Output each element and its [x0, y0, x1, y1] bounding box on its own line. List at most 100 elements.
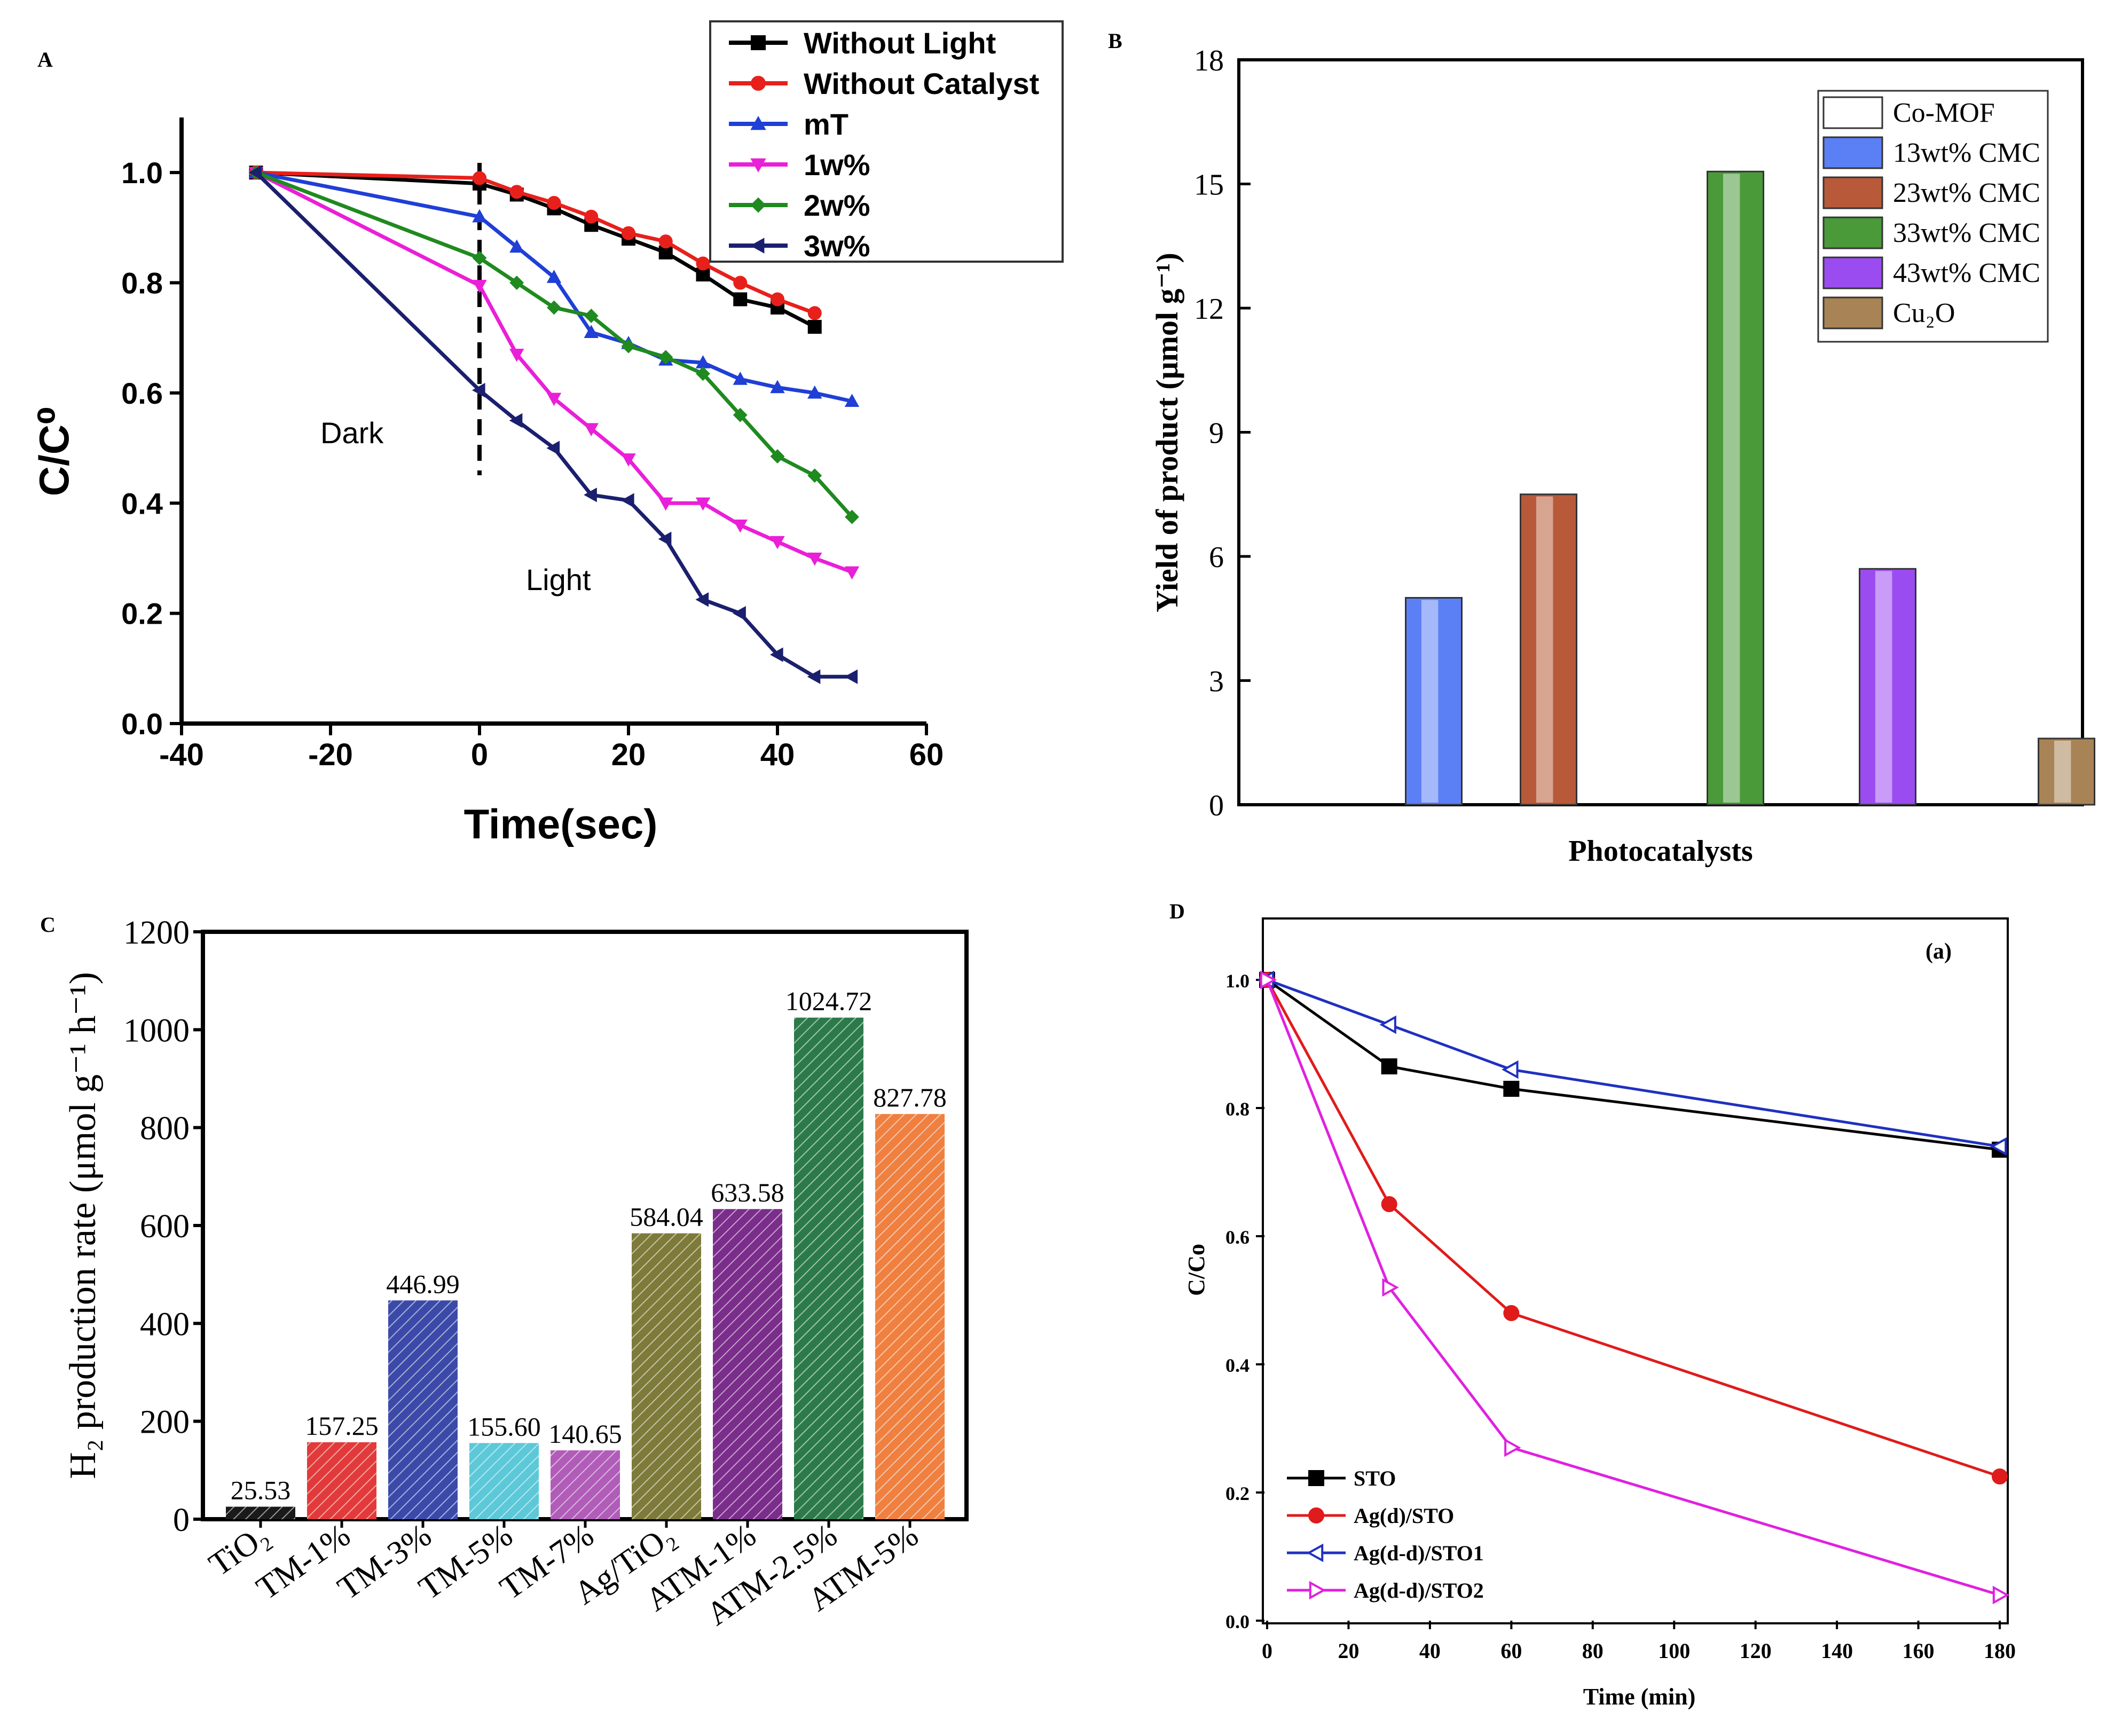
chart-c-y-tick-label: 200 — [140, 1404, 190, 1441]
chart-d-legend: STO Ag(d)/STO Ag(d-d)/STO1 Ag(d-d)/STO2 — [1287, 1466, 1484, 1603]
chart-d-y-tick-label: 1.0 — [1225, 970, 1250, 992]
chart-b-legend-swatch — [1822, 296, 1883, 329]
chart-c-data-label: 1024.72 — [785, 986, 873, 1016]
chart-a: -40 -20 0 20 40 60 0.0 0.2 0.4 0.6 0.8 1.0 Dark Lig… — [30, 20, 1064, 847]
chart-d-x-tick-label: 180 — [1984, 1639, 2016, 1663]
chart-d-y-tick-label: 0.0 — [1225, 1611, 1250, 1632]
chart-a-point — [473, 171, 486, 185]
chart-d-xlabel: Time (min) — [1583, 1684, 1696, 1710]
chart-a-x-tick-label: -20 — [308, 737, 353, 772]
chart-a-point — [733, 372, 748, 385]
chart-a-legend: Without Light Without Catalyst mT 1w% 2w% 3w% — [709, 20, 1064, 263]
chart-d-y-tick-label: 0.6 — [1225, 1227, 1250, 1248]
chart-a-point — [509, 185, 524, 199]
chart-c-y-tick-label: 400 — [140, 1306, 190, 1342]
chart-a-point — [807, 552, 822, 566]
chart-d-line-1 — [1266, 979, 2000, 1478]
panel-label-c: C — [40, 913, 56, 937]
chart-c-bar-hatch — [632, 1233, 701, 1519]
chart-a-point — [509, 349, 524, 362]
chart-a-point — [509, 413, 523, 428]
chart-d-ylabel: C/Co — [1183, 1244, 1209, 1296]
chart-a-point — [770, 536, 785, 549]
chart-a-legend-label: mT — [804, 107, 848, 141]
chart-a-y-tick-label: 0.0 — [121, 707, 163, 741]
chart-d-point — [1990, 1137, 2007, 1156]
chart-a-point — [845, 509, 859, 524]
chart-d-legend-label: Ag(d-d)/STO2 — [1354, 1578, 1484, 1603]
chart-d-point — [1502, 1060, 1519, 1079]
chart-a-point — [584, 209, 599, 224]
chart-a-point — [472, 280, 487, 293]
chart-c-data-label: 446.99 — [386, 1269, 460, 1299]
chart-a-point — [807, 468, 822, 483]
chart-d-line-2 — [1267, 978, 2000, 1148]
chart-b-y-tick-label: 3 — [1209, 665, 1224, 698]
chart-c-bar-hatch — [551, 1450, 620, 1519]
chart-d-x-tick-label: 100 — [1658, 1639, 1690, 1663]
chart-d-ticks: 0 20 40 60 80 100 120 140 160 180 0.0 0.2 0.4 0.6 0.8 1… — [1225, 970, 2016, 1663]
chart-a-y-tick-label: 0.2 — [121, 597, 163, 631]
chart-b-bar — [1520, 493, 1577, 806]
chart-d-legend-label: Ag(d-d)/STO1 — [1354, 1541, 1484, 1565]
chart-c-bar-hatch — [713, 1209, 782, 1519]
chart-c-bar-hatch — [388, 1300, 458, 1519]
chart-a-legend-marker — [751, 35, 766, 50]
chart-a-point — [658, 531, 672, 547]
chart-a-point — [658, 234, 673, 249]
chart-a-x-tick-label: 60 — [909, 737, 944, 772]
chart-a-legend-marker — [750, 238, 765, 254]
chart-c-data-label: 140.65 — [548, 1419, 622, 1449]
chart-b-y-tick-label: 9 — [1209, 417, 1224, 450]
chart-d-legend-marker — [1308, 1470, 1324, 1486]
chart-a-y-tick-label: 0.6 — [121, 376, 163, 410]
chart-a-point — [733, 292, 748, 307]
chart-c-y-tick-label: 800 — [140, 1111, 190, 1147]
chart-a-legend-marker — [750, 158, 766, 173]
chart-c-y-tick-label: 1200 — [123, 915, 190, 951]
chart-d-series — [1257, 970, 2010, 1605]
chart-c-x-tick-label: TM-5% — [412, 1517, 519, 1607]
chart-b-bar — [1859, 568, 1916, 806]
chart-d-x-tick-label: 160 — [1903, 1639, 1935, 1663]
chart-a-legend-label: Without Light — [804, 26, 996, 60]
chart-d-legend-marker — [1308, 1507, 1324, 1523]
chart-a-annotation-dark: Dark — [320, 416, 384, 450]
chart-a-point — [733, 276, 748, 290]
chart-b-bar-shine — [1723, 174, 1740, 803]
chart-c-bars: 25.53TiO₂157.25TM-1%446.99TM-3%155.60TM-… — [202, 986, 946, 1633]
chart-c-y-tick-label: 0 — [173, 1502, 190, 1538]
chart-a-point — [622, 226, 635, 240]
chart-a-point — [769, 647, 783, 662]
panel-label-a: A — [37, 48, 53, 72]
chart-c-ticks: 0 200 400 600 800 1000 1200 — [123, 915, 203, 1538]
chart-a-point — [584, 488, 597, 502]
chart-c-data-label: 827.78 — [873, 1082, 947, 1112]
chart-a-point — [695, 497, 711, 511]
chart-a-x-tick-label: 0 — [471, 737, 488, 772]
chart-a-axes — [179, 117, 926, 726]
chart-a-y-tick-label: 0.4 — [121, 486, 163, 520]
chart-a-legend-marker — [751, 76, 766, 91]
chart-a-legend-marker — [750, 197, 766, 213]
chart-b-bar — [1405, 597, 1463, 806]
chart-a-point — [248, 165, 262, 180]
chart-b-legend-swatch — [1822, 96, 1883, 129]
chart-a-x-tick-label: 20 — [611, 737, 646, 772]
chart-c-data-label: 584.04 — [630, 1202, 703, 1232]
chart-b-y-tick-label: 0 — [1209, 789, 1224, 822]
chart-a-point — [771, 292, 784, 307]
chart-d-point — [1381, 1058, 1397, 1074]
chart-a-point — [696, 256, 710, 271]
chart-a-legend-label: 1w% — [804, 148, 870, 182]
chart-b-bar — [2038, 737, 2095, 806]
chart-a-point — [696, 366, 710, 381]
chart-c-data-label: 633.58 — [711, 1177, 784, 1207]
chart-a-point — [584, 325, 599, 339]
chart-a-point — [844, 394, 860, 407]
chart-d-title: (a) — [1926, 939, 1952, 964]
chart-a-point — [844, 669, 858, 684]
chart-c-data-label: 25.53 — [231, 1475, 291, 1505]
chart-c-ylabel: H₂ production rate (μmol g⁻¹ h⁻¹) — [62, 972, 104, 1479]
chart-b-legend-label: 33wt% CMC — [1893, 218, 2040, 248]
